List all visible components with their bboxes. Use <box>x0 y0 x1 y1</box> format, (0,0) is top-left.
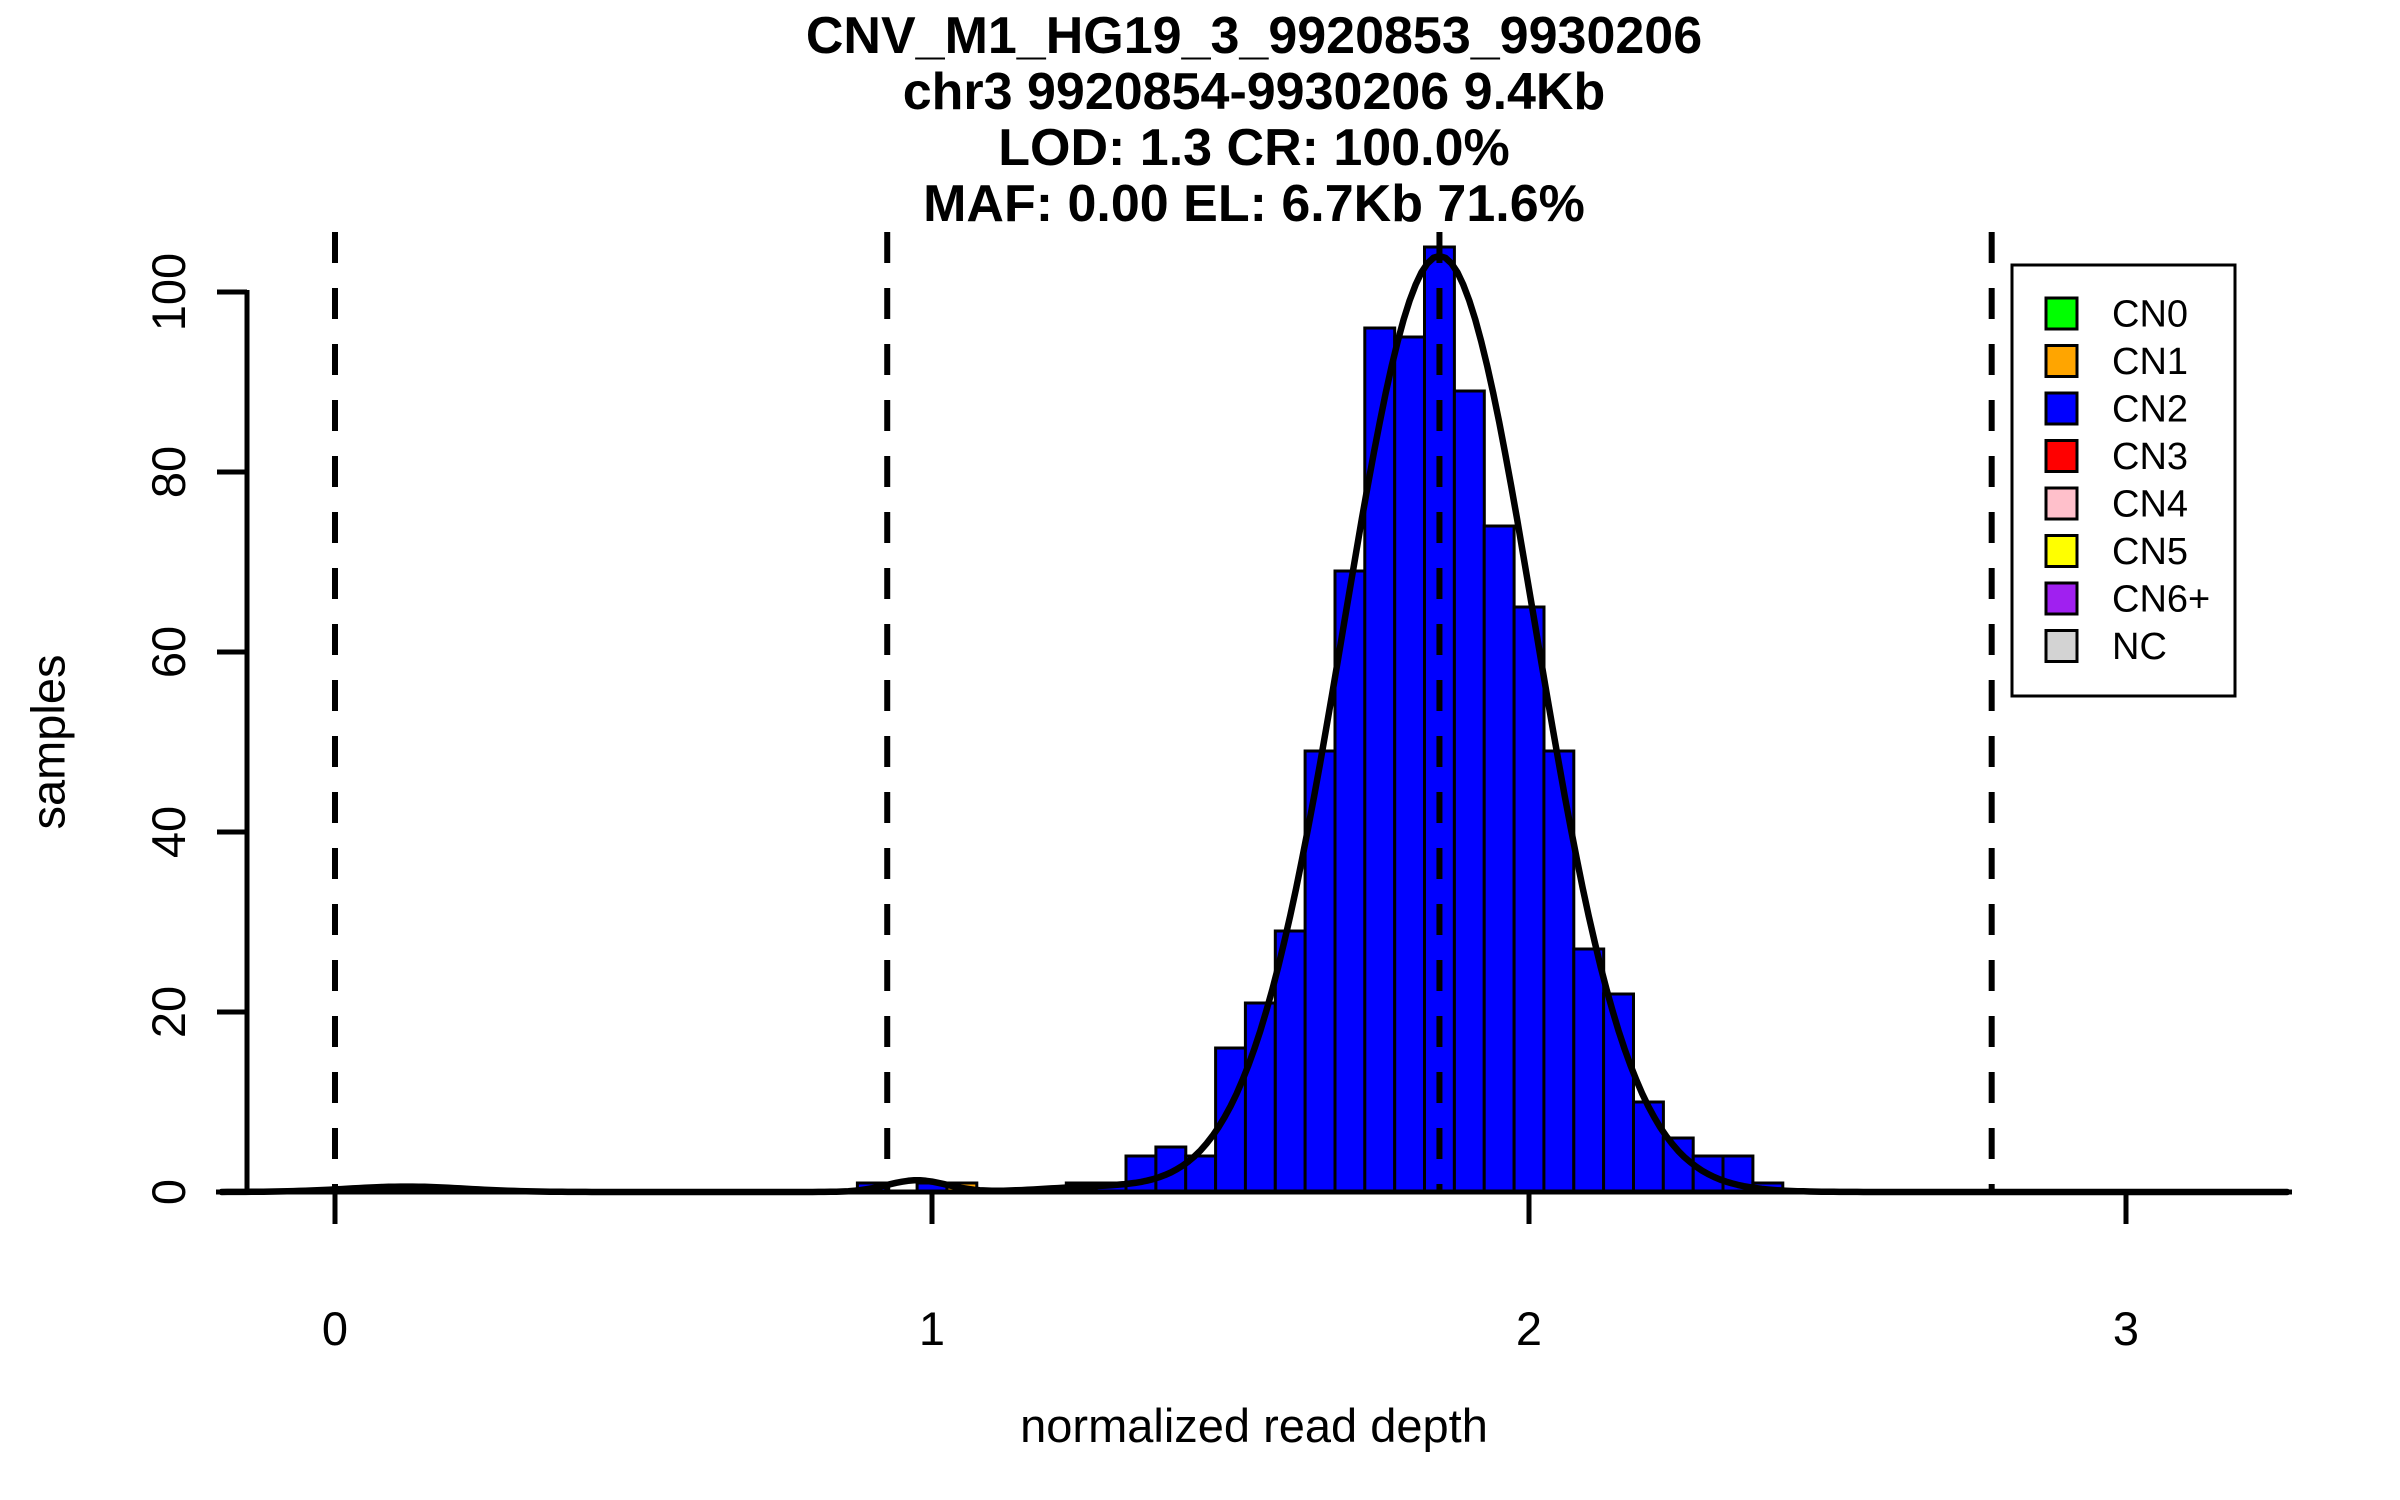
title-line-3: LOD: 1.3 CR: 100.0% <box>998 119 1510 177</box>
x-axis-title: normalized read depth <box>1020 1399 1488 1452</box>
legend-label: CN6+ <box>2112 579 2210 621</box>
legend-swatch-cn5 <box>2044 534 2079 568</box>
y-tick-label: 80 <box>142 446 195 498</box>
y-tick-label: 60 <box>142 626 195 678</box>
histogram-bar <box>1572 947 1606 1194</box>
histogram-bar <box>1482 524 1516 1194</box>
histogram-bar <box>1423 245 1456 1194</box>
legend-swatch-cn2 <box>2044 391 2079 426</box>
y-axis-title-text: samples <box>21 654 75 830</box>
y-tick-label: 0 <box>142 1179 195 1205</box>
y-tick-label: 40 <box>142 806 195 858</box>
legend-box <box>2010 263 2237 698</box>
title-line-4: MAF: 0.00 EL: 6.7Kb 71.6% <box>923 175 1585 233</box>
legend-label: CN4 <box>2112 484 2188 526</box>
title-line-1: CNV_M1_HG19_3_9920853_9930206 <box>805 7 1703 65</box>
legend-label: NC <box>2112 626 2167 668</box>
y-tick-label: 100 <box>142 253 195 331</box>
legend-swatch-cn0 <box>2044 296 2079 331</box>
fit-curve <box>218 252 2291 1196</box>
histogram-bar <box>1363 326 1397 1194</box>
y-tick-label: 20 <box>142 986 195 1038</box>
legend-label: CN2 <box>2112 389 2188 431</box>
x-tick-label: 2 <box>1516 1302 1542 1355</box>
legend-label: CN1 <box>2112 341 2188 383</box>
x-tick-label: 0 <box>322 1302 348 1355</box>
legend-swatch-cn1 <box>2044 344 2079 378</box>
histogram-bar <box>1452 389 1486 1194</box>
histogram-bar <box>1512 605 1546 1194</box>
histogram-bar <box>1632 1100 1665 1194</box>
chart-title: CNV_M1_HG19_3_9920853_9930206 chr3 99208… <box>216 8 2292 232</box>
legend-swatch-cn3 <box>2044 439 2079 473</box>
x-tick-label: 1 <box>919 1302 945 1355</box>
legend-swatch-nc <box>2044 629 2079 663</box>
title-line-2: chr3 9920854-9930206 9.4Kb <box>902 63 1606 121</box>
legend-label: CN3 <box>2112 436 2188 478</box>
x-tick-label: 3 <box>2113 1302 2139 1355</box>
histogram-bar <box>1393 335 1427 1194</box>
legend-swatch-cn6plus <box>2044 581 2079 616</box>
legend-label: CN5 <box>2112 531 2188 573</box>
legend-label: CN0 <box>2112 294 2188 336</box>
legend-swatch-cn4 <box>2044 486 2079 521</box>
